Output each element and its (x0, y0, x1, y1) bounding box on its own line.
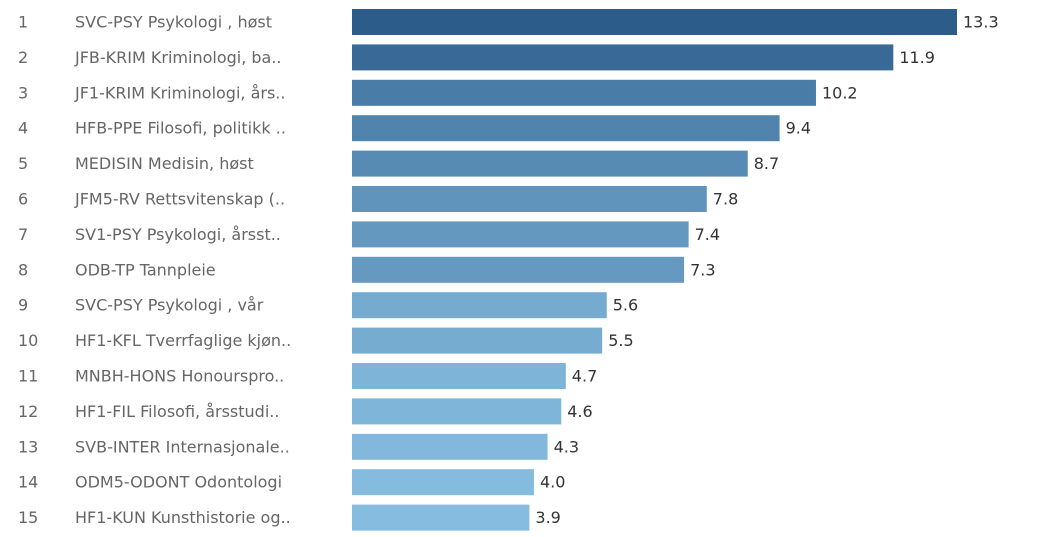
category-label: SV1-PSY Psykologi, årsst.. (75, 225, 281, 244)
category-label: SVC-PSY Psykologi , vår (75, 296, 264, 315)
bar (352, 433, 548, 460)
category-label: JFM5-RV Rettsvitenskap (.. (74, 190, 285, 209)
value-label: 7.8 (713, 190, 738, 209)
rank-label: 2 (18, 48, 28, 67)
rank-label: 8 (18, 260, 28, 279)
bar (352, 327, 603, 354)
category-label: ODB-TP Tannpleie (75, 260, 216, 279)
value-label: 5.5 (608, 331, 633, 350)
rank-label: 10 (18, 331, 38, 350)
bar (352, 115, 780, 142)
bar (352, 398, 562, 425)
rank-label: 6 (18, 190, 28, 209)
rank-label: 5 (18, 154, 28, 173)
rank-label: 1 (18, 13, 28, 32)
value-label: 13.3 (963, 13, 999, 32)
bar (352, 292, 607, 319)
category-label: MNBH-HONS Honourspro.. (75, 367, 284, 386)
category-label: JFB-KRIM Kriminologi, ba.. (74, 48, 282, 67)
value-label: 8.7 (754, 154, 779, 173)
value-label: 3.9 (535, 508, 560, 527)
category-label: HF1-KUN Kunsthistorie og.. (75, 508, 291, 527)
bar (352, 256, 685, 283)
bar (352, 186, 707, 212)
value-label: 4.3 (554, 437, 579, 456)
value-label: 4.0 (540, 473, 565, 492)
rank-label: 13 (18, 437, 38, 456)
value-label: 11.9 (899, 48, 935, 67)
value-label: 7.3 (690, 260, 715, 279)
bar (352, 150, 748, 177)
category-label: MEDISIN Medisin, høst (75, 154, 254, 173)
rank-label: 4 (18, 119, 28, 138)
value-label: 4.7 (572, 367, 597, 386)
bar (352, 363, 566, 389)
rank-label: 11 (18, 367, 38, 386)
value-label: 10.2 (822, 83, 858, 102)
value-label: 5.6 (613, 296, 638, 315)
rank-label: 12 (18, 402, 38, 421)
rank-label: 9 (18, 296, 28, 315)
category-label: HF1-KFL Tverrfaglige kjøn.. (75, 331, 291, 350)
bar (352, 221, 689, 248)
rank-label: 15 (18, 508, 38, 527)
value-label: 4.6 (567, 402, 592, 421)
rank-label: 7 (18, 225, 28, 244)
bar (352, 504, 530, 531)
bar (352, 9, 957, 35)
value-label: 9.4 (786, 119, 811, 138)
rank-label: 3 (18, 83, 28, 102)
bar (352, 79, 816, 106)
category-label: JF1-KRIM Kriminologi, års.. (74, 83, 285, 102)
bar (352, 44, 894, 71)
category-label: SVB-INTER Internasjonale.. (75, 437, 290, 456)
bar (352, 469, 534, 496)
value-label: 7.4 (695, 225, 720, 244)
category-label: HFB-PPE Filosofi, politikk .. (75, 119, 286, 138)
category-label: HF1-FIL Filosofi, årsstudi.. (75, 402, 279, 421)
category-label: SVC-PSY Psykologi , høst (75, 13, 272, 32)
category-label: ODM5-ODONT Odontologi (75, 473, 282, 492)
rank-label: 14 (18, 473, 38, 492)
